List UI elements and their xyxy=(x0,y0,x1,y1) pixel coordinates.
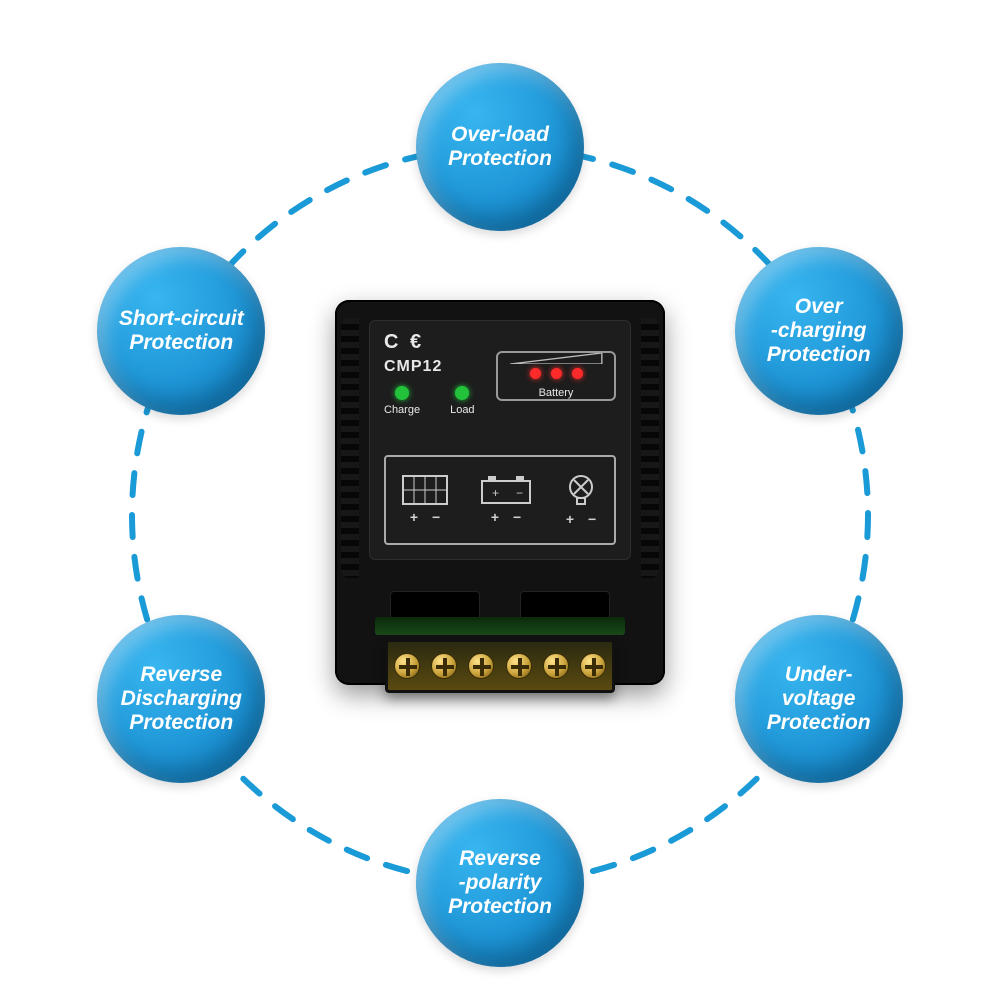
battery-wedge-icon xyxy=(506,353,606,364)
feature-bubble: Under-voltageProtection xyxy=(735,615,903,783)
terminal-screw xyxy=(394,653,420,679)
feature-bubble-line: Short-circuit xyxy=(119,307,244,331)
led-charge-label: Charge xyxy=(384,404,420,416)
terminal-screw xyxy=(580,653,606,679)
feature-bubble-line: Over xyxy=(767,295,871,319)
terminal-screw xyxy=(543,653,569,679)
wiring-schematic: +− +− +− +− xyxy=(384,455,616,545)
led-load-icon xyxy=(455,386,469,400)
battery-leds xyxy=(530,368,583,383)
vent-left xyxy=(341,318,359,578)
feature-bubble-line: voltage xyxy=(767,687,871,711)
feature-bubble: Over-chargingProtection xyxy=(735,247,903,415)
terminal-screw xyxy=(431,653,457,679)
feature-bubble: Short-circuitProtection xyxy=(97,247,265,415)
vent-right xyxy=(641,318,659,578)
led-charge-icon xyxy=(395,386,409,400)
feature-bubble: Reverse-polarityProtection xyxy=(416,799,584,967)
led-load-label: Load xyxy=(450,404,474,416)
feature-bubble-line: Protection xyxy=(119,331,244,355)
battery-label: Battery xyxy=(539,387,574,399)
product-device: C € CMP12 Charge Load xyxy=(335,300,665,685)
feature-bubble: ReverseDischargingProtection xyxy=(97,615,265,783)
feature-bubble-line: Protection xyxy=(448,895,552,919)
polarity-label: +− xyxy=(566,511,596,527)
feature-bubble: Over-loadProtection xyxy=(416,63,584,231)
solar-panel-icon: +− xyxy=(402,475,448,525)
svg-text:−: − xyxy=(516,486,523,500)
feature-bubble-line: -charging xyxy=(767,319,871,343)
led-load: Load xyxy=(450,386,474,416)
feature-bubble-line: Under- xyxy=(767,663,871,687)
battery-led-icon xyxy=(530,368,541,379)
device-front-panel: C € CMP12 Charge Load xyxy=(369,320,631,560)
feature-bubble-line: Over-load xyxy=(448,123,552,147)
battery-indicator: Battery xyxy=(496,351,616,401)
feature-bubble-line: Protection xyxy=(767,711,871,735)
led-charge: Charge xyxy=(384,386,420,416)
feature-bubble-line: Protection xyxy=(767,343,871,367)
terminal-screw xyxy=(506,653,532,679)
feature-bubble-line: -polarity xyxy=(448,871,552,895)
polarity-label: +− xyxy=(491,509,521,525)
infographic-canvas: Over-loadProtectionOver-chargingProtecti… xyxy=(0,0,1000,1000)
polarity-label: +− xyxy=(410,509,440,525)
battery-led-icon xyxy=(572,368,583,379)
terminal-block xyxy=(385,639,615,693)
feature-bubble-line: Discharging xyxy=(121,687,242,711)
bulb-icon: +− xyxy=(564,473,598,527)
feature-bubble-line: Reverse xyxy=(121,663,242,687)
pcb-edge xyxy=(375,617,625,635)
battery-icon: +− +− xyxy=(480,475,532,525)
feature-bubble-line: Reverse xyxy=(448,847,552,871)
terminal-screw xyxy=(468,653,494,679)
svg-text:+: + xyxy=(492,486,499,500)
battery-led-icon xyxy=(551,368,562,379)
feature-bubble-line: Protection xyxy=(121,711,242,735)
feature-bubble-line: Protection xyxy=(448,147,552,171)
